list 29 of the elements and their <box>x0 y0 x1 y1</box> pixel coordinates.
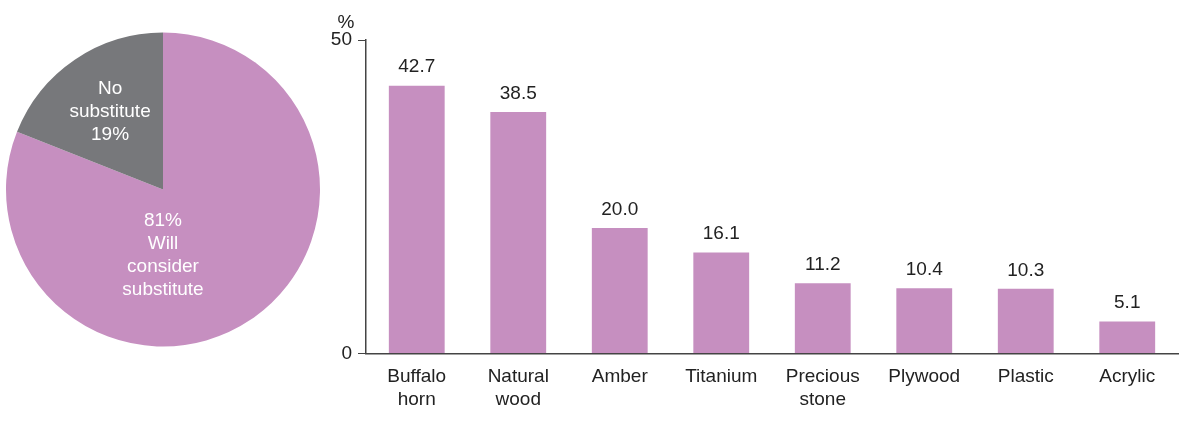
slice-label: Will consider substitute <box>122 232 204 300</box>
x-tick-label: Natural wood <box>487 365 549 409</box>
data-label: 10.3 <box>1007 258 1045 280</box>
data-label: 20.0 <box>601 197 639 219</box>
data-label: 10.4 <box>905 257 944 279</box>
data-label: 81% <box>143 209 183 231</box>
data-label: 16.1 <box>702 222 740 244</box>
bar <box>591 228 648 353</box>
bar <box>388 85 445 353</box>
data-label: 19% <box>91 122 130 144</box>
data-label: 5.1 <box>1114 291 1141 313</box>
x-tick-label: Amber <box>591 365 649 387</box>
x-tick-label: Precious stone <box>785 365 860 409</box>
slice-label: No substitute <box>69 76 151 121</box>
data-label: 42.7 <box>398 55 436 77</box>
bar <box>1099 321 1156 353</box>
bar <box>693 252 750 353</box>
x-tick-label: Plywood <box>888 365 961 387</box>
x-tick-label: Titanium <box>685 365 758 387</box>
bar <box>896 288 953 353</box>
x-tick-label: Plastic <box>997 365 1054 387</box>
x-tick-label: Acrylic <box>1099 365 1156 387</box>
y-tick-label: 0 <box>341 341 352 363</box>
data-label: 11.2 <box>804 252 841 274</box>
x-tick-label: Buffalo horn <box>387 365 447 409</box>
bar <box>490 112 547 353</box>
bar <box>794 283 851 353</box>
bar <box>997 288 1054 353</box>
data-label: 38.5 <box>499 81 537 103</box>
